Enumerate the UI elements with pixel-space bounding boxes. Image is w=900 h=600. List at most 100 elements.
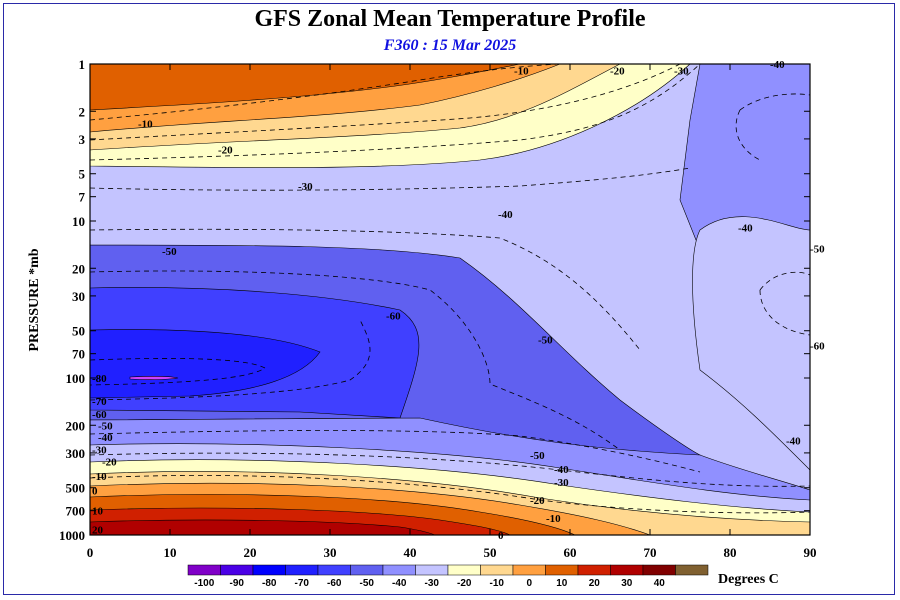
colorbar-tick-label: -30 bbox=[425, 578, 440, 589]
colorbar-swatch bbox=[252, 564, 286, 576]
colorbar-tick-label: 40 bbox=[654, 578, 666, 589]
contour-label: 0 bbox=[92, 485, 98, 497]
plot-border bbox=[89, 63, 811, 536]
contour-label: -70 bbox=[92, 396, 107, 408]
band-minus80 bbox=[129, 376, 179, 380]
colorbar-swatch bbox=[415, 564, 449, 576]
contour-label: -40 bbox=[498, 209, 513, 221]
dashed-isotherm-7 bbox=[89, 319, 371, 401]
colorbar-tick-label: 10 bbox=[556, 578, 568, 589]
dashed-isotherm-10 bbox=[89, 475, 811, 514]
contour-lines bbox=[89, 63, 811, 514]
contour-label: -10 bbox=[514, 65, 529, 77]
contour-label: -20 bbox=[102, 456, 117, 468]
x-axis: 0 10 20 30 40 50 60 70 80 90 bbox=[87, 64, 817, 560]
contour-label: 20 bbox=[92, 524, 104, 536]
contour-label: -50 bbox=[530, 450, 545, 462]
colorbar-tick-label: -70 bbox=[295, 578, 310, 589]
y-tick-label: 5 bbox=[79, 167, 86, 182]
contour-label: -60 bbox=[92, 409, 107, 421]
band-minus70 bbox=[89, 329, 321, 399]
colorbar-unit-label: Degrees C bbox=[718, 572, 779, 587]
contour-label: 10 bbox=[92, 506, 104, 518]
plot-frame bbox=[3, 3, 895, 595]
band-low-thirty bbox=[89, 519, 436, 536]
x-tick-label: 60 bbox=[564, 545, 577, 560]
colorbar-tick-label: -20 bbox=[457, 578, 472, 589]
dashed-isotherm-0 bbox=[89, 63, 561, 121]
colorbar-swatch bbox=[675, 564, 709, 576]
dashed-isotherm-5 bbox=[89, 270, 621, 451]
contour-label: -40 bbox=[98, 432, 113, 444]
x-tick-label: 10 bbox=[164, 545, 177, 560]
dashed-isotherm-6 bbox=[89, 358, 266, 386]
y-tick-label: 10 bbox=[72, 214, 85, 229]
dashed-isotherm-2 bbox=[89, 63, 701, 161]
x-tick-label: 40 bbox=[404, 545, 417, 560]
contour-label: -20 bbox=[218, 144, 233, 156]
dashed-isotherm-12 bbox=[759, 271, 811, 336]
colorbar-swatch bbox=[382, 564, 416, 576]
colorbar-tick-label: -10 bbox=[490, 578, 505, 589]
colorbar-tick-label: -100 bbox=[194, 578, 214, 589]
colorbar-tick-label: -40 bbox=[392, 578, 407, 589]
colorbar-tick-label: 0 bbox=[526, 578, 532, 589]
contour-label: -50 bbox=[98, 420, 113, 432]
dashed-isotherm-1 bbox=[89, 63, 681, 141]
colorbar-tick-label: -50 bbox=[360, 578, 375, 589]
colorbar-swatch bbox=[577, 564, 611, 576]
contour-labels: -10-10-20-20-30-30-40-40-40-50 -50-60-60-… bbox=[92, 59, 825, 542]
y-axis-label: PRESSURE *mb bbox=[27, 248, 42, 351]
colorbar-swatch bbox=[480, 564, 514, 576]
x-tick-label: 0 bbox=[87, 545, 94, 560]
y-tick-label: 500 bbox=[66, 481, 86, 496]
y-tick-label: 20 bbox=[72, 261, 85, 276]
x-tick-label: 20 bbox=[244, 545, 257, 560]
contour-label: -10 bbox=[92, 471, 107, 483]
chart-subtitle: F360 : 15 Mar 2025 bbox=[383, 37, 517, 54]
contour-label: -10 bbox=[138, 119, 153, 131]
contour-label: -20 bbox=[610, 65, 625, 77]
band-minus30-right bbox=[692, 216, 811, 471]
contour-label: -40 bbox=[738, 222, 753, 234]
colorbar-swatch bbox=[512, 564, 546, 576]
colorbar-swatch bbox=[350, 564, 384, 576]
colorbar-swatch bbox=[642, 564, 676, 576]
contour-label: -60 bbox=[810, 340, 825, 352]
contour-label: -40 bbox=[554, 464, 569, 476]
colorbar-tick-label: 20 bbox=[589, 578, 601, 589]
contour-label: -40 bbox=[786, 435, 801, 447]
contour-label: -10 bbox=[546, 513, 561, 525]
contour-label: -20 bbox=[530, 495, 545, 507]
y-tick-label: 1000 bbox=[59, 528, 85, 543]
chart-title: GFS Zonal Mean Temperature Profile bbox=[254, 6, 646, 32]
colorbar-swatch bbox=[610, 564, 644, 576]
colorbar-swatch bbox=[317, 564, 351, 576]
x-tick-label: 70 bbox=[644, 545, 657, 560]
colorbar-tick-label: -60 bbox=[327, 578, 342, 589]
y-tick-label: 30 bbox=[72, 289, 85, 304]
colorbar-swatch bbox=[187, 564, 221, 576]
contour-label: -50 bbox=[162, 246, 177, 258]
y-tick-label: 50 bbox=[72, 324, 85, 339]
colorbar: -100 -90 -80 -70 -60 -50 -40 -30 -20 -10 0 10 20 30 40… bbox=[187, 564, 779, 589]
dashed-isotherm-4 bbox=[89, 228, 641, 351]
y-tick-label: 200 bbox=[66, 418, 86, 433]
x-tick-label: 30 bbox=[324, 545, 337, 560]
dashed-isotherm-11 bbox=[735, 93, 811, 161]
contour-label: -60 bbox=[386, 311, 401, 323]
colorbar-swatch bbox=[447, 564, 481, 576]
y-tick-label: 100 bbox=[66, 371, 86, 386]
colorbar-tick-label: -90 bbox=[230, 578, 245, 589]
contour-label: -80 bbox=[92, 373, 107, 385]
contour-label: -30 bbox=[674, 65, 689, 77]
y-tick-label: 2 bbox=[79, 104, 86, 119]
colorbar-swatch bbox=[285, 564, 319, 576]
y-tick-label: 3 bbox=[79, 132, 86, 147]
dashed-isotherm-9 bbox=[89, 452, 811, 487]
contour-label: -50 bbox=[538, 335, 553, 347]
colorbar-tick-label: 30 bbox=[621, 578, 633, 589]
contour-label: -30 bbox=[298, 181, 313, 193]
contour-label: -30 bbox=[554, 477, 569, 489]
